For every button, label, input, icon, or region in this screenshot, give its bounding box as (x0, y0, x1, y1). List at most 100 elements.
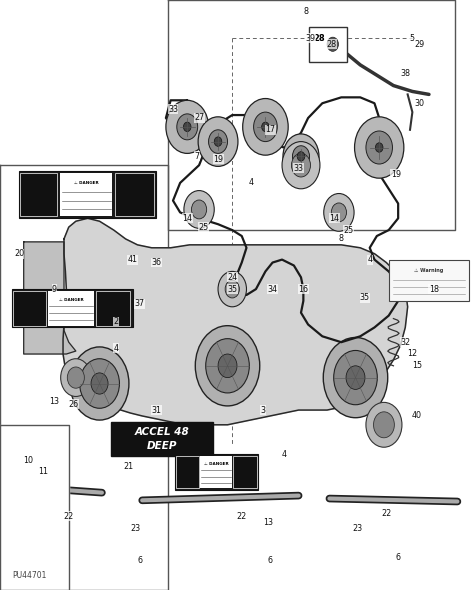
Text: 40: 40 (412, 411, 422, 421)
Text: 8: 8 (303, 7, 308, 17)
Bar (20, 173, 57, 216)
Text: 37: 37 (135, 299, 145, 309)
Bar (200, 456, 232, 488)
Circle shape (366, 402, 402, 447)
Text: 12: 12 (407, 349, 418, 359)
Bar (111, 422, 213, 456)
Text: 6: 6 (396, 553, 401, 562)
Circle shape (183, 122, 191, 132)
Circle shape (346, 366, 365, 389)
Bar (19, 171, 156, 218)
Text: 4: 4 (282, 450, 287, 459)
Polygon shape (63, 218, 408, 425)
Text: 4: 4 (367, 255, 372, 264)
Text: 25: 25 (343, 225, 354, 235)
Text: 16: 16 (298, 284, 309, 294)
Text: 22: 22 (237, 512, 247, 521)
Text: 30: 30 (414, 99, 425, 108)
Text: 28: 28 (314, 34, 326, 42)
Text: DEEP: DEEP (147, 441, 178, 451)
Circle shape (292, 153, 310, 177)
Circle shape (214, 137, 222, 146)
Circle shape (61, 359, 91, 396)
Text: 32: 32 (400, 337, 410, 347)
Text: 17: 17 (265, 125, 275, 135)
Text: 5: 5 (410, 34, 415, 43)
Text: 22: 22 (64, 512, 74, 521)
Text: 2: 2 (114, 317, 118, 326)
Text: 35: 35 (360, 293, 370, 303)
Text: ⚠ DANGER: ⚠ DANGER (59, 297, 83, 301)
Circle shape (282, 142, 320, 189)
Bar (13, 291, 46, 326)
Polygon shape (0, 425, 69, 590)
Text: ⚠ DANGER: ⚠ DANGER (204, 462, 228, 466)
Circle shape (297, 152, 305, 161)
Text: 25: 25 (199, 222, 209, 232)
Text: 20: 20 (14, 249, 24, 258)
Text: 9: 9 (52, 284, 57, 294)
Bar (309, 27, 347, 62)
Circle shape (206, 339, 249, 393)
Circle shape (198, 117, 238, 166)
Circle shape (184, 191, 214, 228)
Text: 39: 39 (305, 34, 316, 43)
Text: ⚠ DANGER: ⚠ DANGER (74, 182, 99, 185)
Circle shape (324, 194, 354, 231)
Text: 4: 4 (249, 178, 254, 188)
Circle shape (191, 200, 207, 219)
Bar (115, 173, 154, 216)
Text: 4: 4 (114, 343, 118, 353)
Text: 7: 7 (194, 152, 199, 161)
Bar (233, 456, 257, 488)
Circle shape (218, 354, 237, 378)
Text: 34: 34 (267, 284, 278, 294)
Circle shape (243, 99, 288, 155)
Text: 28: 28 (327, 40, 337, 49)
Text: 21: 21 (123, 461, 133, 471)
Text: ACCEL 48: ACCEL 48 (135, 427, 190, 437)
Circle shape (80, 359, 119, 408)
Circle shape (91, 373, 108, 394)
Text: 35: 35 (227, 284, 237, 294)
Bar (12, 289, 133, 327)
Text: 11: 11 (37, 467, 48, 477)
Text: 14: 14 (182, 214, 192, 223)
Bar (389, 260, 469, 301)
Bar (48, 291, 94, 326)
Bar (60, 173, 112, 216)
Bar (96, 291, 130, 326)
Text: 24: 24 (227, 273, 237, 282)
Text: 15: 15 (412, 361, 422, 371)
Polygon shape (24, 242, 76, 354)
Text: 41: 41 (128, 255, 138, 264)
Text: 13: 13 (263, 517, 273, 527)
Circle shape (374, 412, 394, 438)
Circle shape (195, 326, 260, 406)
Text: 14: 14 (329, 214, 339, 223)
Bar (176, 456, 199, 488)
Circle shape (323, 337, 388, 418)
Text: 33: 33 (168, 104, 178, 114)
Circle shape (283, 134, 319, 179)
Text: 23: 23 (353, 523, 363, 533)
Circle shape (70, 347, 129, 420)
Text: 18: 18 (428, 284, 439, 294)
Text: 29: 29 (414, 40, 425, 49)
Text: 36: 36 (151, 258, 162, 267)
Circle shape (209, 130, 228, 153)
Circle shape (254, 112, 277, 142)
Text: 26: 26 (68, 399, 79, 409)
Circle shape (334, 350, 377, 405)
Text: 38: 38 (400, 69, 410, 78)
Text: 6: 6 (268, 556, 273, 565)
Circle shape (327, 37, 338, 51)
Text: 8: 8 (339, 234, 344, 244)
Circle shape (355, 117, 404, 178)
Text: 6: 6 (137, 556, 142, 565)
Circle shape (67, 367, 84, 388)
Circle shape (331, 203, 346, 222)
Text: 27: 27 (194, 113, 204, 123)
Circle shape (262, 122, 269, 132)
Text: PU44701: PU44701 (12, 571, 46, 580)
